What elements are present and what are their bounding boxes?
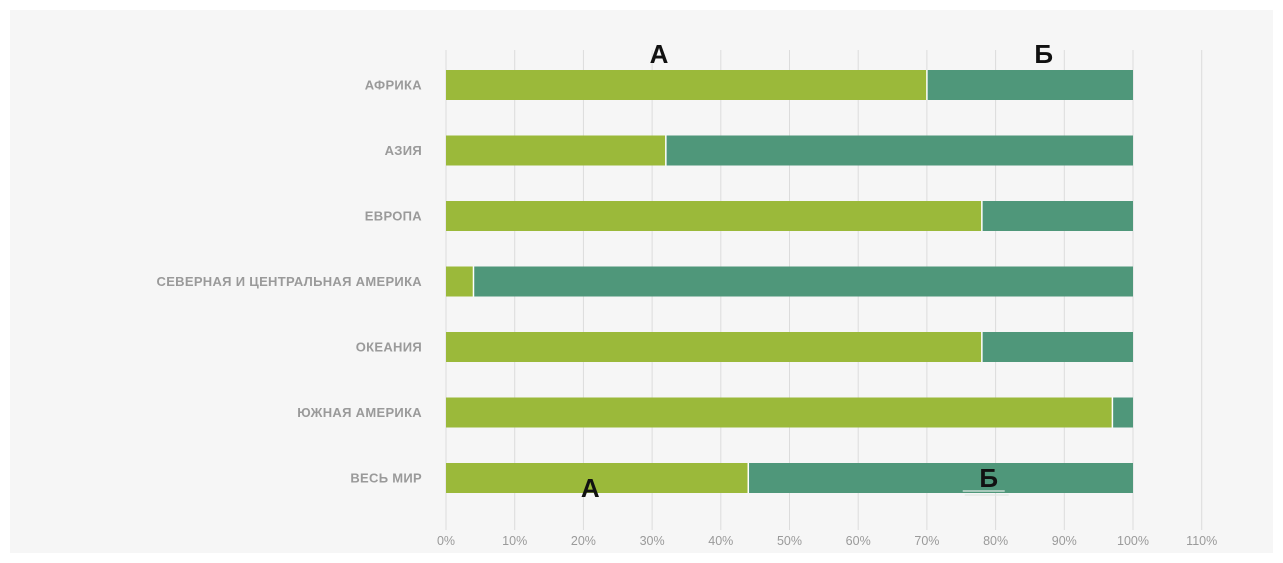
x-tick-label: 60% xyxy=(846,534,871,548)
x-tick-label: 50% xyxy=(777,534,802,548)
chart-container: АФРИКА АЗИЯ ЕВРОПА СЕВЕРНАЯ И ЦЕНТРАЛЬНАЯ А… xyxy=(10,10,1273,553)
category-label: ЕВРОПА xyxy=(365,209,423,224)
x-tick-label: 10% xyxy=(502,534,527,548)
x-tick-label: 20% xyxy=(571,534,596,548)
bar-segment-b xyxy=(665,135,1133,166)
bar-segment-b xyxy=(473,266,1134,297)
bar-segment-b xyxy=(926,70,1133,100)
category-labels: АФРИКА АЗИЯ ЕВРОПА СЕВЕРНАЯ И ЦЕНТРАЛЬНАЯ А… xyxy=(157,78,423,486)
x-tick-label: 0% xyxy=(437,534,455,548)
annotations: А Б А Б xyxy=(581,39,1053,503)
stacked-bar-chart: АФРИКА АЗИЯ ЕВРОПА СЕВЕРНАЯ И ЦЕНТРАЛЬНАЯ А… xyxy=(10,10,1273,553)
bars xyxy=(446,70,1134,493)
x-tick-label: 80% xyxy=(983,534,1008,548)
x-tick-label: 90% xyxy=(1052,534,1077,548)
category-label: ОКЕАНИЯ xyxy=(356,340,422,355)
x-tick-label: 110% xyxy=(1186,534,1217,548)
x-tick-labels: 0% 10% 20% 30% 40% 50% 60% 70% 80% 90% 100% 110% xyxy=(437,534,1217,548)
bar-segment-a xyxy=(446,397,1113,428)
bar-segment-b xyxy=(981,201,1133,231)
bar-segment-a xyxy=(446,463,749,493)
bar-segment-a xyxy=(446,135,666,166)
annotation-label: А xyxy=(650,39,669,69)
bar-segment-a xyxy=(446,332,982,362)
x-tick-label: 100% xyxy=(1117,534,1149,548)
annotation-label: А xyxy=(581,473,600,503)
x-tick-label: 70% xyxy=(914,534,939,548)
x-tick-label: 40% xyxy=(708,534,733,548)
bar-segment-a xyxy=(446,266,474,297)
category-label: АЗИЯ xyxy=(385,143,422,158)
bar-segment-b xyxy=(748,463,1133,493)
annotation-label: Б xyxy=(1034,39,1053,69)
bar-segment-a xyxy=(446,201,982,231)
bar-segment-b xyxy=(981,332,1133,362)
category-label: ЮЖНАЯ АМЕРИКА xyxy=(297,405,422,420)
x-tick-label: 30% xyxy=(640,534,665,548)
annotation-label: Б xyxy=(979,463,998,493)
category-label: ВЕСЬ МИР xyxy=(350,471,422,486)
category-label: АФРИКА xyxy=(365,78,423,93)
bar-segment-b xyxy=(1112,397,1133,428)
bar-segment-a xyxy=(446,70,927,100)
category-label: СЕВЕРНАЯ И ЦЕНТРАЛЬНАЯ АМЕРИКА xyxy=(157,274,423,289)
